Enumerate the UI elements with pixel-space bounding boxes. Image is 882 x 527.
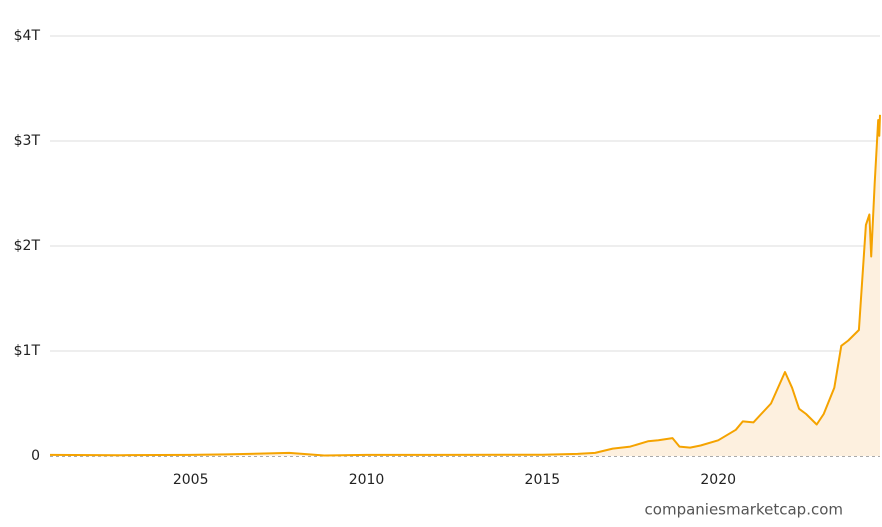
x-tick-label: 2010 — [349, 472, 385, 488]
y-tick-label: $1T — [14, 343, 41, 359]
y-tick-label: $4T — [14, 28, 41, 44]
area — [50, 114, 880, 457]
line — [49, 114, 881, 457]
y-tick-label: $3T — [14, 133, 41, 149]
x-tick-label: 2020 — [700, 472, 736, 488]
source: companiesmarketcap.com — [645, 501, 843, 519]
y-tick-label: $2T — [14, 238, 41, 254]
y-tick-label: 0 — [31, 448, 40, 464]
x-tick-label: 2015 — [525, 472, 561, 488]
x-tick-label: 2005 — [173, 472, 209, 488]
